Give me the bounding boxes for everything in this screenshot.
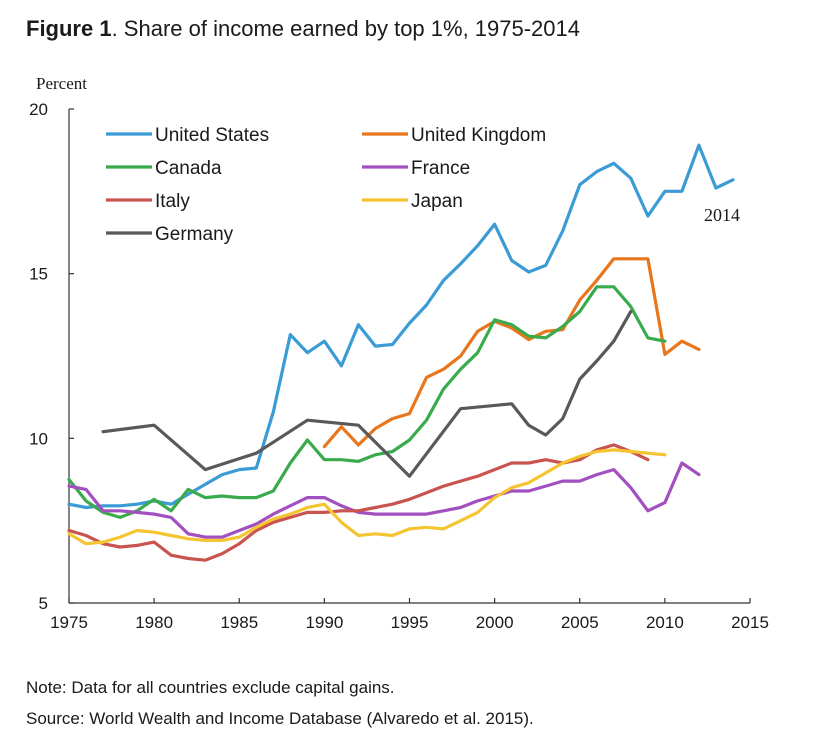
figure-label: Figure 1 — [26, 16, 112, 41]
x-tick-label-1975: 1975 — [50, 613, 88, 632]
series-line-japan — [67, 448, 667, 546]
series-line-italy — [67, 443, 650, 562]
legend-label-united-states: United States — [155, 125, 269, 146]
x-tick-label-1985: 1985 — [220, 613, 258, 632]
series-line-france — [67, 461, 701, 539]
y-axis-label: Percent — [36, 74, 87, 93]
series-line-canada — [67, 285, 667, 520]
x-tick-label-1995: 1995 — [391, 613, 429, 632]
x-tick-label-2010: 2010 — [646, 613, 684, 632]
chart-note: Note: Data for all countries exclude cap… — [26, 678, 395, 697]
legend-label-france: France — [411, 158, 470, 179]
line-chart: 5 10 15 20 1975 1980 1985 1990 1995 2000 2005 2010 2… — [29, 74, 769, 632]
legend-label-united-kingdom: United Kingdom — [411, 125, 546, 146]
y-tick-label-10: 10 — [29, 429, 48, 448]
figure-title-text: . Share of income earned by top 1%, 1975… — [111, 16, 581, 41]
chart-lines — [67, 143, 735, 562]
legend-label-italy: Italy — [155, 191, 190, 212]
legend-label-japan: Japan — [411, 191, 463, 212]
chart-source: Source: World Wealth and Income Database… — [26, 709, 534, 728]
annotation-2014: 2014 — [704, 205, 740, 225]
chart-legend: United States United Kingdom Canada France I… — [106, 125, 546, 245]
y-tick-label-15: 15 — [29, 265, 48, 284]
series-line-germany — [101, 309, 633, 478]
x-tick-label-2015: 2015 — [731, 613, 769, 632]
chart-annotations: 2014 — [704, 205, 740, 225]
y-tick-label-20: 20 — [29, 100, 48, 119]
series-line-united-kingdom — [322, 257, 701, 449]
figure-title: Figure 1. Share of income earned by top … — [26, 16, 580, 42]
x-tick-label-1980: 1980 — [135, 613, 173, 632]
chart-axes: 5 10 15 20 1975 1980 1985 1990 1995 2000 2005 2010 2… — [29, 74, 769, 632]
legend-label-germany: Germany — [155, 224, 234, 245]
x-tick-label-1990: 1990 — [305, 613, 343, 632]
y-tick-label-5: 5 — [39, 594, 48, 613]
x-tick-label-2005: 2005 — [561, 613, 599, 632]
x-tick-label-2000: 2000 — [476, 613, 514, 632]
legend-label-canada: Canada — [155, 158, 222, 179]
